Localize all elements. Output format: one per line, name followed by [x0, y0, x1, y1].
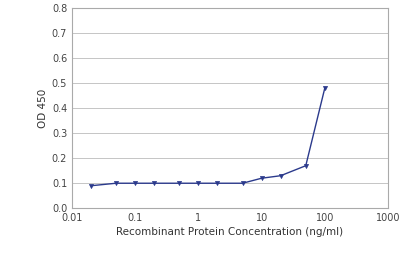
- Y-axis label: OD 450: OD 450: [38, 88, 48, 128]
- X-axis label: Recombinant Protein Concentration (ng/ml): Recombinant Protein Concentration (ng/ml…: [116, 227, 344, 237]
